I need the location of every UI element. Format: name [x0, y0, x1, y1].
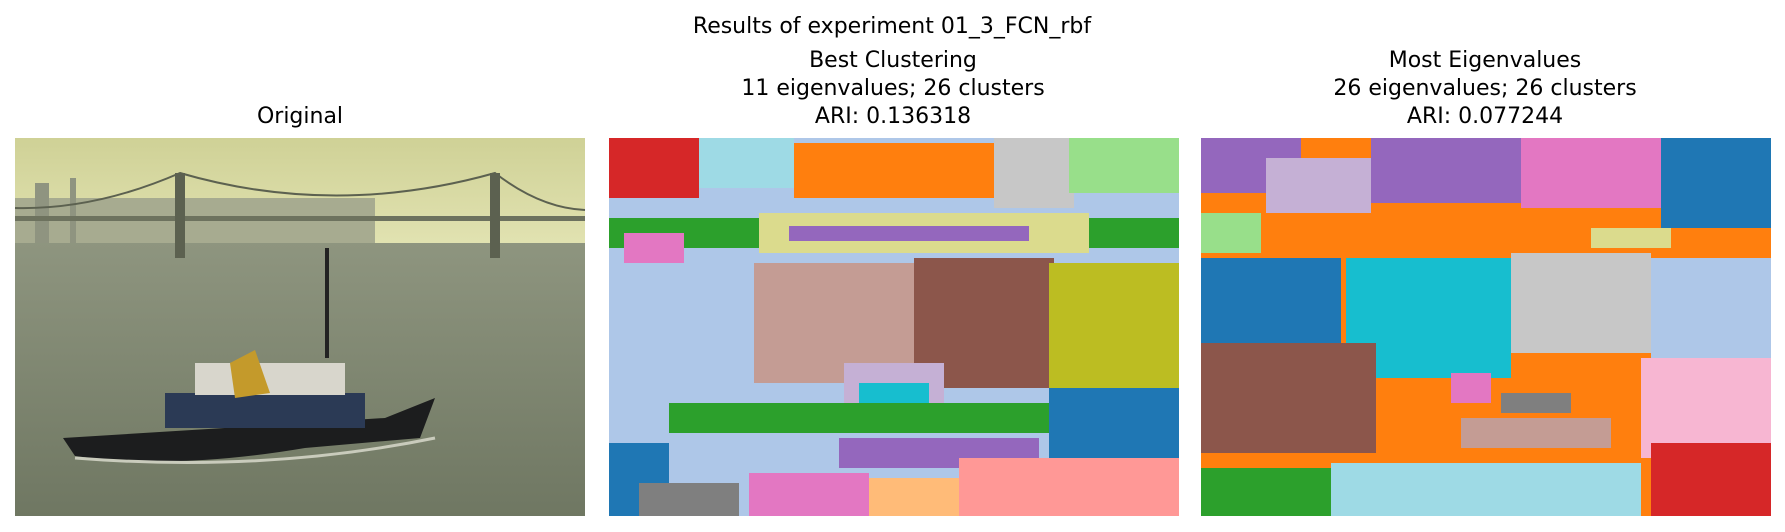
panel-subtitle: ARI: 0.136318	[815, 104, 971, 129]
panel-subtitle: 26 eigenvalues; 26 clusters	[1333, 76, 1636, 101]
panel-title: Most Eigenvalues	[1389, 48, 1582, 73]
figure-title: Results of experiment 01_3_FCN_rbf	[693, 14, 1092, 39]
panel-title: Best Clustering	[809, 48, 977, 73]
clustering-image	[609, 138, 1179, 516]
panel-subtitle: ARI: 0.077244	[1407, 104, 1563, 129]
original-image	[14, 138, 586, 516]
clustering-image	[1201, 138, 1771, 516]
panel-subtitle: 11 eigenvalues; 26 clusters	[741, 76, 1044, 101]
panel-title: Original	[257, 104, 343, 129]
